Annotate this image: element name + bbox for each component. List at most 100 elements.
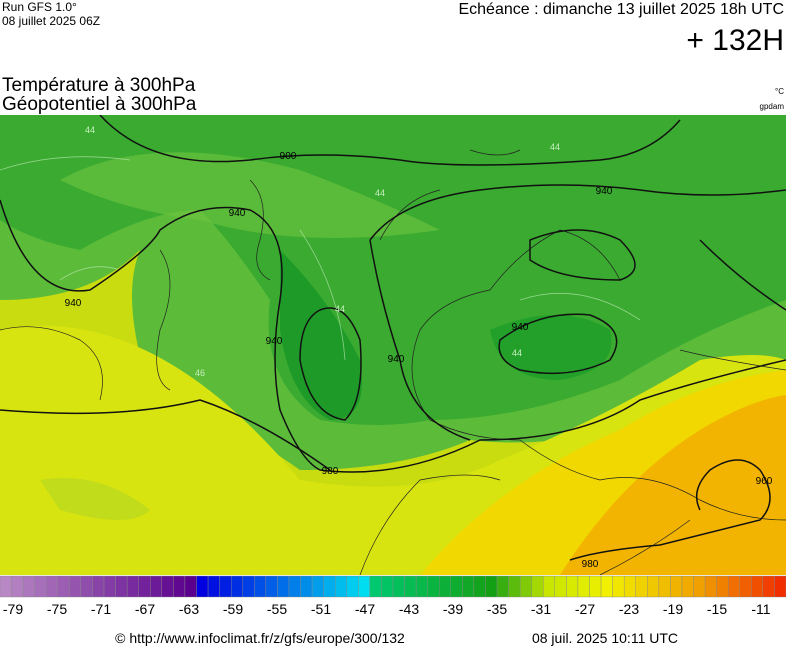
contour-label: 940 [512, 322, 529, 333]
isotherm-label: 44 [550, 142, 560, 152]
color-swatch [300, 575, 313, 598]
temp-zone [280, 250, 362, 420]
isotherm-label: 46 [195, 368, 205, 378]
lead-time: + 132H [686, 24, 784, 57]
color-swatch [439, 575, 451, 598]
colorbar-label: -19 [663, 601, 683, 617]
temp-zone [40, 478, 150, 520]
timestamp: 08 juil. 2025 10:11 UTC [532, 630, 678, 646]
color-swatch [219, 575, 232, 598]
contour [99, 115, 681, 166]
colorbar-label: -71 [91, 601, 111, 617]
color-swatch [346, 575, 359, 598]
color-swatch [543, 575, 556, 598]
color-swatch [288, 575, 301, 598]
colorbar-label: -67 [135, 601, 155, 617]
color-swatch [57, 575, 70, 598]
colorbar-label: -23 [619, 601, 639, 617]
color-swatch [739, 575, 752, 598]
color-swatch [92, 575, 105, 598]
colorbar-label: -35 [487, 601, 507, 617]
contour [0, 399, 331, 471]
colorbar-label: -27 [575, 601, 595, 617]
color-swatch [230, 575, 243, 598]
color-swatch [647, 575, 660, 598]
contour [0, 199, 786, 473]
title: Température à 300hPa [2, 75, 196, 96]
contour-label: 960 [756, 476, 773, 487]
color-swatch [577, 575, 590, 598]
contour-label: 940 [596, 186, 613, 197]
color-swatch [704, 575, 717, 598]
color-swatch [173, 575, 186, 598]
color-swatch [774, 575, 786, 598]
color-swatch [519, 575, 532, 598]
contour-label: 940 [229, 208, 246, 219]
color-swatch [207, 575, 220, 598]
color-swatch [635, 575, 648, 598]
color-swatch [566, 575, 579, 598]
contour-label: 980 [322, 466, 339, 477]
color-swatch [415, 575, 428, 598]
color-swatch [496, 575, 509, 598]
validity: Echéance : dimanche 13 juillet 2025 18h … [458, 1, 784, 18]
color-swatch [728, 575, 740, 598]
color-swatch [69, 575, 82, 598]
unit: gpdam [760, 102, 785, 111]
isotherm-label: 44 [85, 125, 95, 135]
color-swatch [115, 575, 128, 598]
map: 900 940 940 940 940 940 940 960 980 980 44 44 44 44 44… [0, 115, 786, 575]
color-swatch [762, 575, 775, 598]
colorbar-label: -39 [443, 601, 463, 617]
isotherm-label: 44 [512, 348, 522, 358]
color-swatch [681, 575, 694, 598]
temp-zone [490, 315, 612, 380]
contour-label: 900 [280, 151, 297, 162]
color-swatch [242, 575, 255, 598]
color-swatch [184, 575, 197, 598]
colorbar-label: -59 [223, 601, 243, 617]
color-swatch [589, 575, 602, 598]
colorbar-label: -79 [3, 601, 23, 617]
color-swatch [22, 575, 35, 598]
colorbar-label: -15 [707, 601, 727, 617]
colorbar-label: -47 [355, 601, 375, 617]
isotherm-label: 44 [375, 188, 385, 198]
color-swatch [254, 575, 267, 598]
color-swatch [138, 575, 151, 598]
color-swatch [404, 575, 417, 598]
color-swatch [531, 575, 544, 598]
color-swatch [369, 575, 382, 598]
source-url: © http://www.infoclimat.fr/z/gfs/europe/… [115, 630, 405, 646]
color-swatch [358, 575, 371, 598]
contour [299, 307, 362, 421]
contour-label: 940 [388, 354, 405, 365]
contour-label: 940 [65, 298, 82, 309]
title: Géopotentiel à 300hPa [2, 94, 197, 115]
color-swatch [150, 575, 163, 598]
color-swatch [196, 575, 209, 598]
contour [699, 239, 786, 311]
color-swatch [335, 575, 347, 598]
contour-label: 980 [582, 559, 599, 570]
color-swatch [554, 575, 567, 598]
contour [369, 184, 786, 441]
color-swatch [450, 575, 463, 598]
contour [569, 459, 771, 561]
colorbar: -79 -75 -71 -67 -63 -59 -55 -51 -47 -43 -39 -35 -31 -… [0, 575, 786, 617]
coastline [0, 149, 786, 575]
colorbar-label: -31 [531, 601, 551, 617]
color-swatch [11, 575, 24, 598]
isotherm [0, 156, 641, 361]
color-swatch [392, 575, 405, 598]
color-swatch [600, 575, 613, 598]
color-swatch [0, 575, 12, 598]
color-swatch [265, 575, 278, 598]
color-swatch [462, 575, 475, 598]
temp-zone [60, 152, 440, 238]
color-swatch [612, 575, 625, 598]
color-swatch [46, 575, 58, 598]
color-swatch [473, 575, 486, 598]
color-swatch [103, 575, 116, 598]
color-swatch [277, 575, 290, 598]
